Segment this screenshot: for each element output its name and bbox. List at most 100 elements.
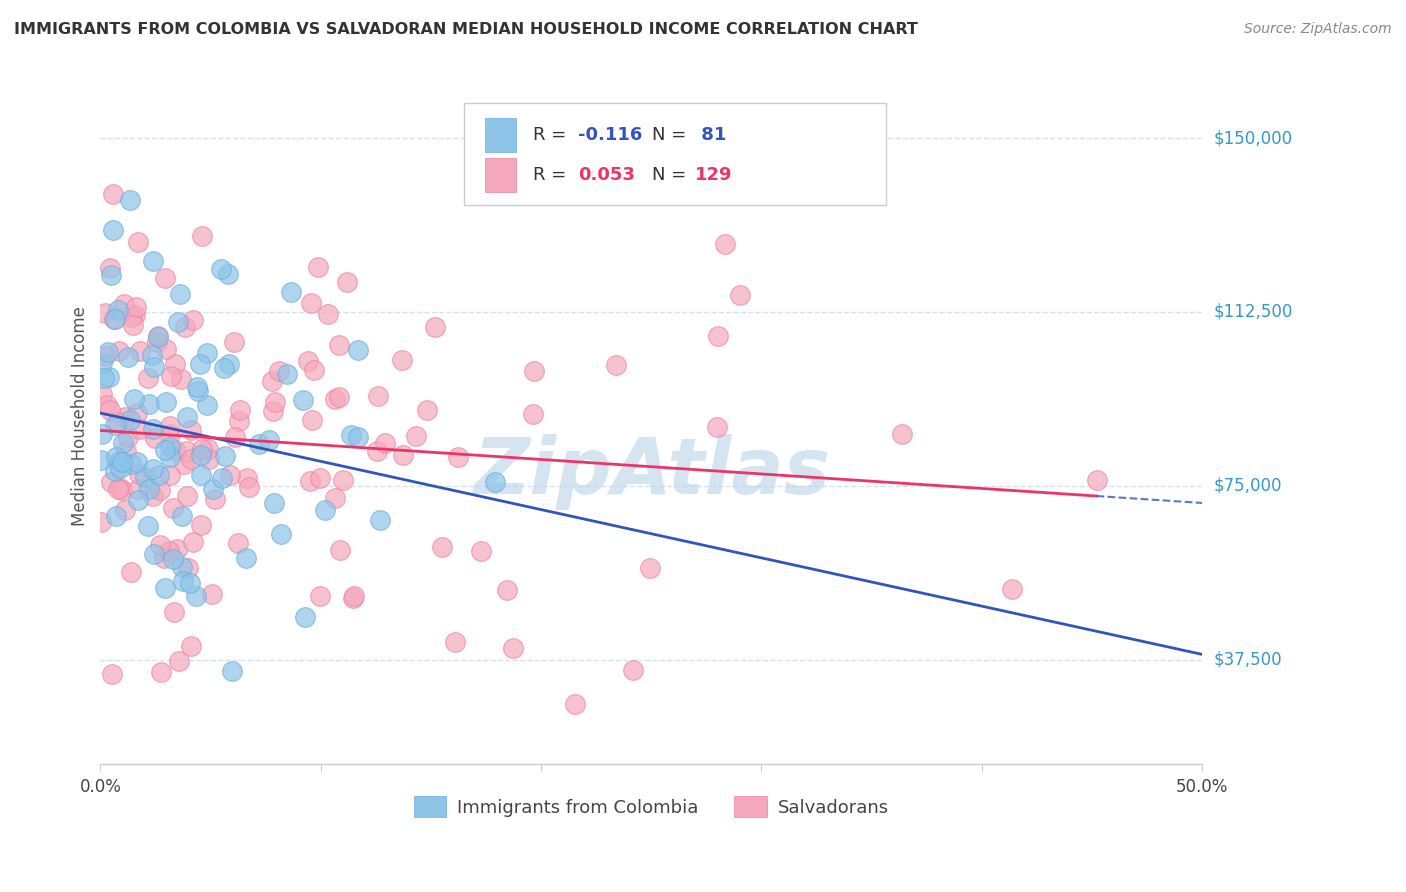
Point [423, 320, 446, 334]
Point [120, 565, 142, 579]
Point [170, 560, 193, 574]
Point [238, 481, 260, 495]
Point [176, 443, 198, 458]
Point [162, 500, 184, 515]
Point [124, 308, 146, 322]
Point [107, 416, 129, 430]
Point [93, 349, 115, 363]
Point [108, 482, 131, 496]
Point [172, 509, 194, 524]
Point [470, 543, 492, 558]
Point [190, 442, 212, 457]
Point [159, 467, 181, 482]
Point [149, 665, 172, 679]
Text: -0.116: -0.116 [578, 126, 643, 144]
Point [108, 461, 131, 475]
Point [117, 351, 139, 365]
Point [522, 407, 544, 421]
Point [143, 431, 166, 445]
Point [605, 358, 627, 372]
Point [187, 384, 209, 398]
Point [100, 475, 122, 490]
Point [127, 483, 149, 497]
Point [142, 462, 165, 476]
Point [103, 312, 125, 326]
Point [328, 390, 350, 404]
Point [392, 448, 415, 462]
Point [138, 397, 160, 411]
Point [112, 436, 135, 450]
Point [152, 551, 174, 566]
Point [195, 398, 218, 412]
Point [301, 412, 323, 426]
Point [128, 467, 150, 482]
Point [114, 410, 136, 425]
Point [347, 343, 370, 357]
Point [118, 413, 141, 427]
Point [90, 515, 112, 529]
Point [125, 455, 148, 469]
Point [108, 454, 131, 468]
Point [280, 285, 302, 300]
Point [105, 450, 128, 464]
Point [163, 605, 186, 619]
Point [263, 395, 285, 409]
Point [163, 442, 186, 457]
Point [145, 334, 167, 349]
Point [367, 389, 389, 403]
Text: Source: ZipAtlas.com: Source: ZipAtlas.com [1244, 22, 1392, 37]
Point [191, 229, 214, 244]
Point [294, 610, 316, 624]
Point [100, 268, 122, 282]
Point [309, 589, 332, 603]
Point [170, 371, 193, 385]
Point [105, 508, 128, 523]
Point [155, 271, 177, 285]
Point [259, 434, 281, 448]
Point [149, 538, 172, 552]
Point [343, 589, 366, 603]
Point [112, 296, 135, 310]
Point [236, 471, 259, 485]
Point [204, 491, 226, 506]
Point [247, 436, 270, 450]
Point [183, 313, 205, 327]
Point [101, 667, 124, 681]
Text: N =: N = [652, 166, 692, 184]
Point [134, 469, 156, 483]
Point [169, 287, 191, 301]
Point [142, 489, 165, 503]
Text: N =: N = [652, 126, 692, 144]
Point [1085, 473, 1108, 487]
Point [91, 426, 114, 441]
Point [115, 443, 138, 458]
Point [299, 295, 322, 310]
Point [180, 640, 202, 654]
Point [638, 561, 661, 575]
Point [342, 591, 364, 606]
Point [159, 450, 181, 465]
Y-axis label: Median Household Income: Median Household Income [72, 306, 89, 526]
Point [94, 305, 117, 319]
Point [143, 359, 166, 374]
Point [307, 260, 329, 274]
Point [177, 561, 200, 575]
Point [336, 275, 359, 289]
Point [1001, 582, 1024, 596]
Point [190, 448, 212, 462]
Point [221, 664, 243, 678]
Point [129, 423, 152, 437]
Point [172, 574, 194, 589]
Point [323, 392, 346, 407]
Point [309, 471, 332, 485]
Point [502, 640, 524, 655]
Point [198, 451, 221, 466]
Point [202, 483, 225, 497]
Point [304, 363, 326, 377]
Point [107, 303, 129, 318]
Point [564, 697, 586, 711]
Point [142, 422, 165, 436]
Point [160, 369, 183, 384]
Legend: Immigrants from Colombia, Salvadorans: Immigrants from Colombia, Salvadorans [406, 789, 896, 824]
Point [201, 587, 224, 601]
